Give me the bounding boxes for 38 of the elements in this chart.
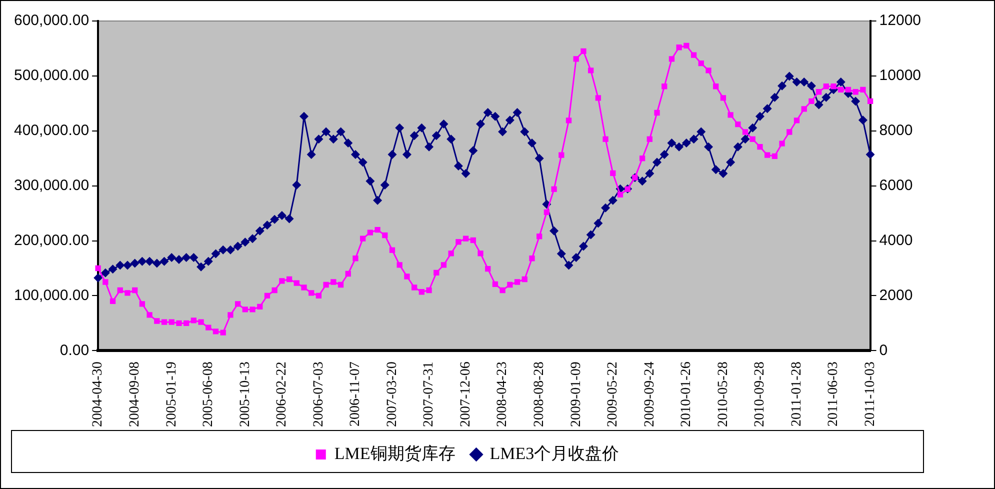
y2-tick-label: 6000 (879, 176, 913, 194)
y-tick-label: 400,000.00 (14, 122, 90, 140)
x-tick-label: 2005-10-13 (238, 362, 253, 428)
y2-tick-label: 10000 (879, 67, 922, 84)
x-tick-label: 2010-09-28 (752, 362, 768, 428)
y2-tick-label: 2000 (879, 286, 913, 304)
x-tick-label: 2011-10-03 (862, 362, 878, 426)
x-tick-label: 2005-01-19 (164, 362, 180, 428)
x-tick-label: 2007-12-06 (458, 362, 474, 428)
y2-tick-label: 4000 (879, 232, 913, 249)
x-tick-label: 2007-03-20 (384, 362, 400, 428)
x-tick-label: 2009-01-09 (568, 362, 584, 428)
y-tick-label: 300,000.00 (14, 176, 90, 194)
x-tick-label: 2010-05-28 (716, 362, 731, 428)
y2-tick-label: 0 (879, 342, 888, 359)
x-tick-label: 2008-08-28 (532, 362, 548, 428)
x-tick-label: 2009-05-22 (606, 362, 621, 428)
y-tick-label: 200,000.00 (14, 232, 90, 249)
legend-label: LME3个月收盘价 (490, 444, 620, 463)
y-tick-label: 500,000.00 (14, 67, 90, 84)
y-tick-label: 0.00 (60, 342, 90, 359)
legend-label: LME铜期货库存 (334, 444, 456, 463)
x-tick-label: 2005-06-08 (201, 362, 216, 428)
x-tick-label: 2008-04-23 (495, 362, 510, 428)
x-tick-label: 2006-11-07 (348, 362, 364, 426)
x-tick-label: 2010-01-26 (679, 362, 694, 428)
x-tick-label: 2004-04-30 (90, 362, 106, 428)
y2-tick-label: 8000 (879, 122, 913, 140)
x-tick-label: 2011-01-28 (789, 362, 804, 426)
y2-tick-label: 12000 (879, 12, 922, 30)
y-tick-label: 100,000.00 (14, 286, 90, 304)
y-tick-label: 600,000.00 (14, 12, 90, 30)
x-tick-label: 2011-06-03 (826, 362, 842, 426)
x-tick-label: 2006-07-03 (311, 362, 326, 428)
x-tick-label: 2006-02-22 (274, 362, 290, 428)
x-tick-label: 2009-09-24 (642, 362, 658, 428)
x-tick-label: 2007-07-31 (422, 362, 437, 428)
x-tick-label: 2004-09-08 (128, 362, 143, 428)
